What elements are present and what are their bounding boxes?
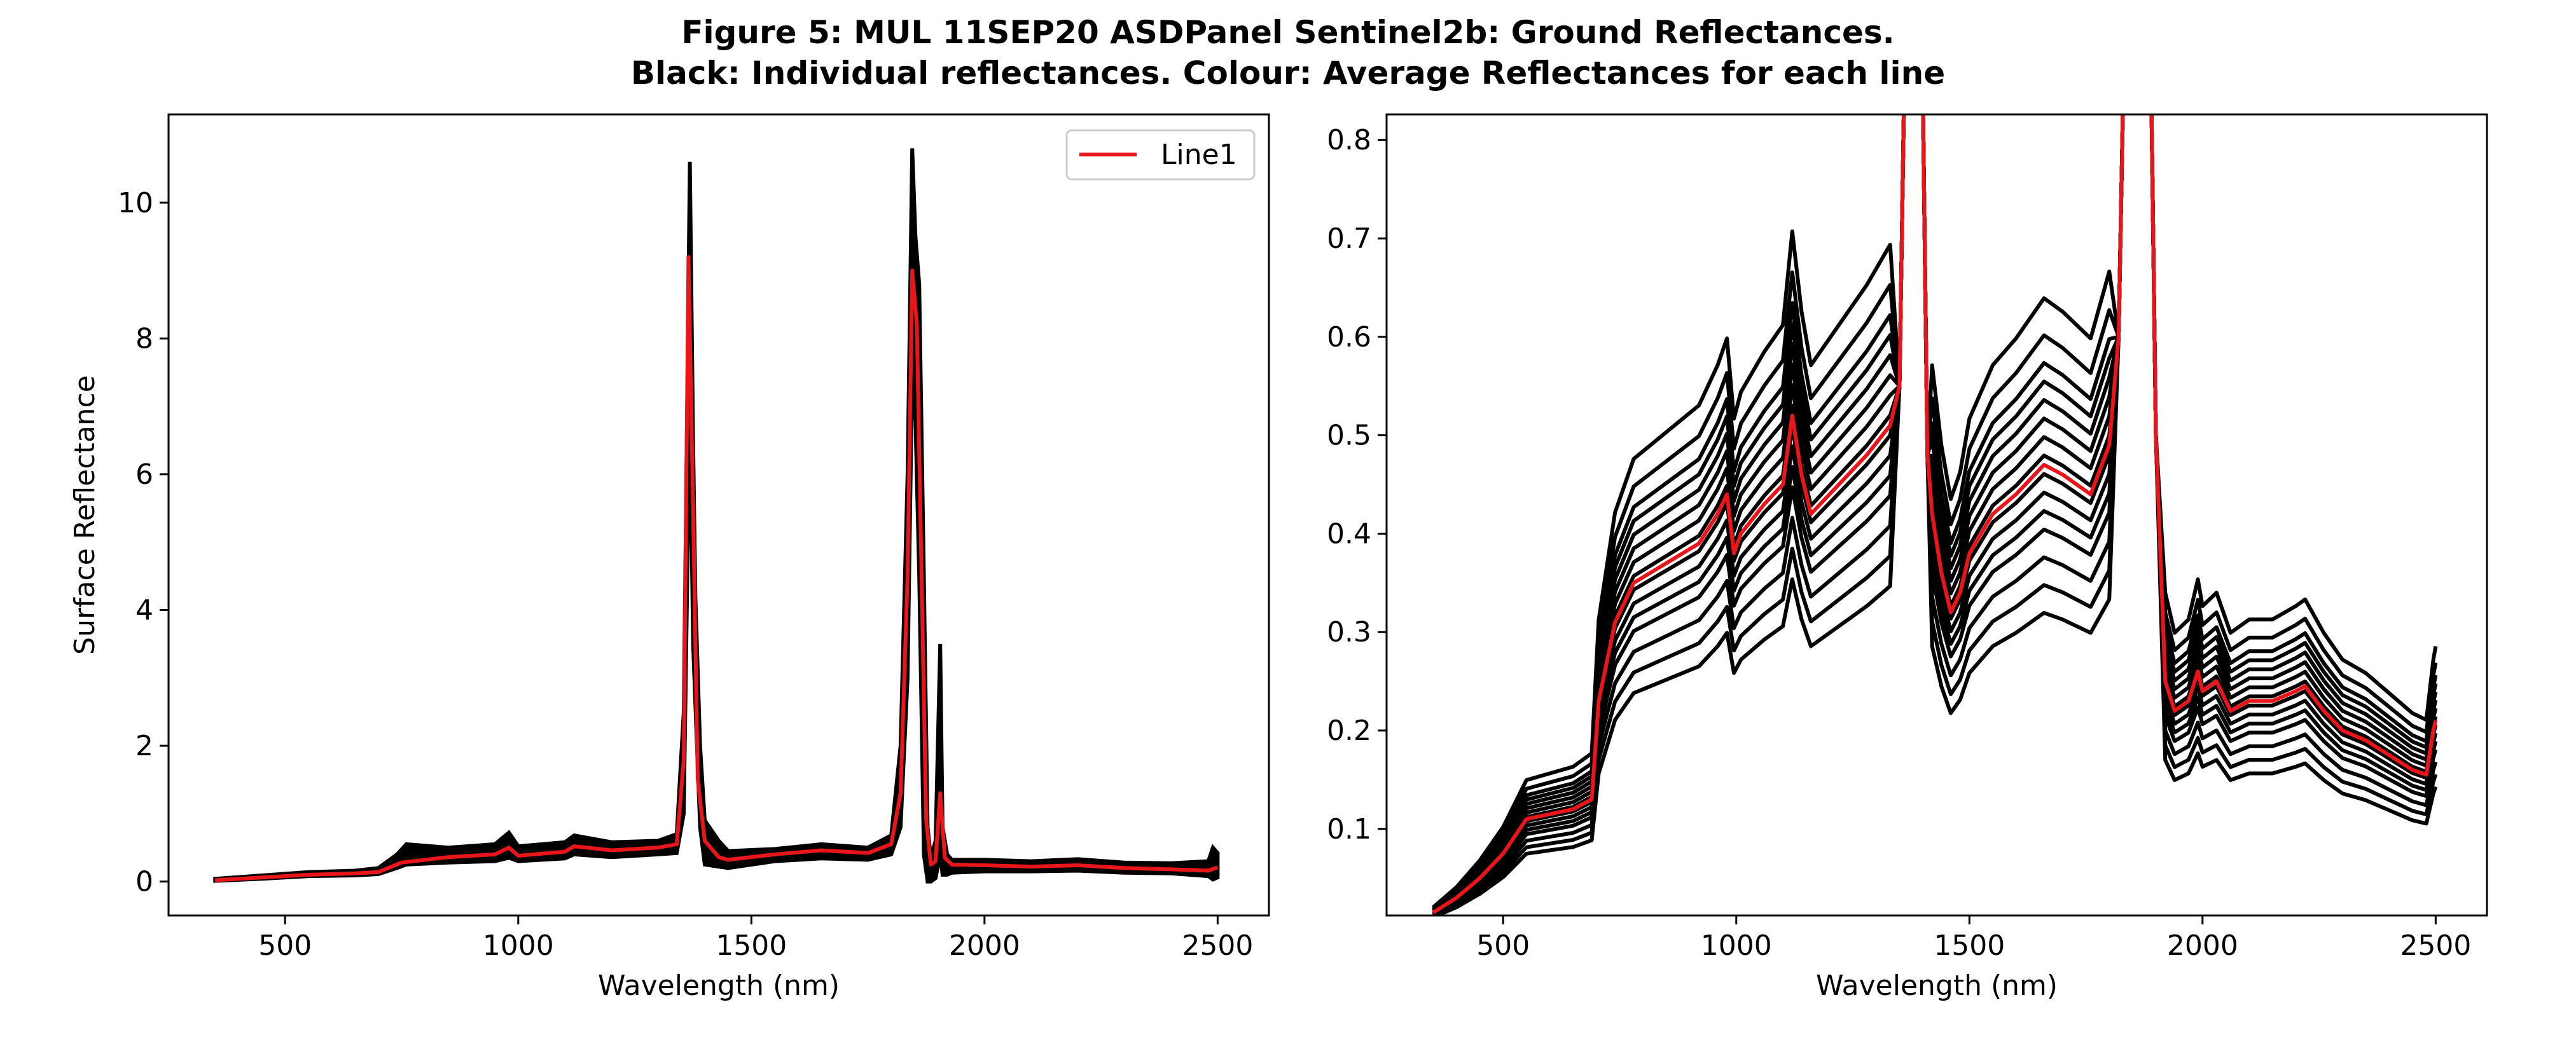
right-x-tick-label: 2000 bbox=[2167, 929, 2238, 962]
figure-title-line-1: Figure 5: MUL 11SEP20 ASDPanel Sentinel2… bbox=[681, 14, 1895, 51]
plot-frame-right bbox=[1385, 113, 2488, 917]
individual-reflectance-line bbox=[1432, 114, 2438, 915]
individual-reflectance-line bbox=[1432, 114, 2438, 915]
right-y-tick-label: 0.1 bbox=[1327, 813, 1371, 846]
individual-reflectance-line bbox=[1432, 114, 2438, 915]
left-y-tick-label: 6 bbox=[135, 458, 153, 491]
right-y-tick-label: 0.5 bbox=[1327, 420, 1371, 452]
individual-reflectance-line bbox=[1432, 114, 2438, 914]
right-y-tick-label: 0.3 bbox=[1327, 616, 1371, 648]
right-x-tick-label: 500 bbox=[1476, 929, 1530, 962]
left-x-tick-label: 2500 bbox=[1182, 929, 1253, 962]
individual-reflectance-line bbox=[1432, 114, 2438, 912]
individual-reflectance-line bbox=[1432, 114, 2438, 912]
individual-reflectance-line bbox=[1432, 114, 2438, 915]
left-y-tick-label: 2 bbox=[135, 730, 153, 762]
y-axis-label-left: Surface Reflectance bbox=[69, 375, 101, 655]
right-y-tick-label: 0.7 bbox=[1327, 223, 1371, 255]
left-y-tick-label: 10 bbox=[118, 187, 153, 219]
x-axis-label-left: Wavelength (nm) bbox=[598, 970, 840, 1002]
figure-title-line-2: Black: Individual reflectances. Colour: … bbox=[630, 55, 1946, 92]
individual-reflectance-line bbox=[1432, 114, 2438, 909]
left-y-tick-label: 4 bbox=[135, 594, 153, 626]
x-axis-label-right: Wavelength (nm) bbox=[1816, 970, 2058, 1002]
right-y-tick-label: 0.8 bbox=[1327, 124, 1371, 156]
individual-reflectance-line bbox=[1432, 114, 2438, 913]
right-x-tick-label: 1500 bbox=[1934, 929, 2005, 962]
right-x-tick-label: 1000 bbox=[1701, 929, 1772, 962]
individual-reflectance-line bbox=[1432, 114, 2438, 911]
legend: Line1 bbox=[1065, 129, 1256, 181]
right-y-tick-label: 0.4 bbox=[1327, 518, 1371, 550]
left-x-tick-label: 500 bbox=[258, 929, 312, 962]
individual-reflectance-line bbox=[1432, 114, 2438, 915]
left-x-tick-label: 1000 bbox=[483, 929, 554, 962]
average-reflectance-line bbox=[1432, 114, 2438, 914]
right-x-tick-label: 2500 bbox=[2400, 929, 2471, 962]
legend-box bbox=[1065, 129, 1256, 181]
left-x-tick-label: 2000 bbox=[949, 929, 1020, 962]
individual-reflectance-line bbox=[1432, 114, 2438, 910]
right-y-tick-label: 0.2 bbox=[1327, 715, 1371, 747]
right-y-tick-label: 0.6 bbox=[1327, 321, 1371, 353]
left-y-tick-label: 8 bbox=[135, 322, 153, 355]
left-x-tick-label: 1500 bbox=[716, 929, 787, 962]
individual-reflectance-line bbox=[1432, 114, 2438, 915]
average-line-line1 bbox=[215, 255, 1219, 882]
plot-frame-left bbox=[167, 113, 1270, 917]
left-y-tick-label: 0 bbox=[135, 866, 153, 898]
individual-reflectance-line bbox=[1432, 114, 2438, 915]
legend-label-line1: Line1 bbox=[1161, 139, 1237, 171]
